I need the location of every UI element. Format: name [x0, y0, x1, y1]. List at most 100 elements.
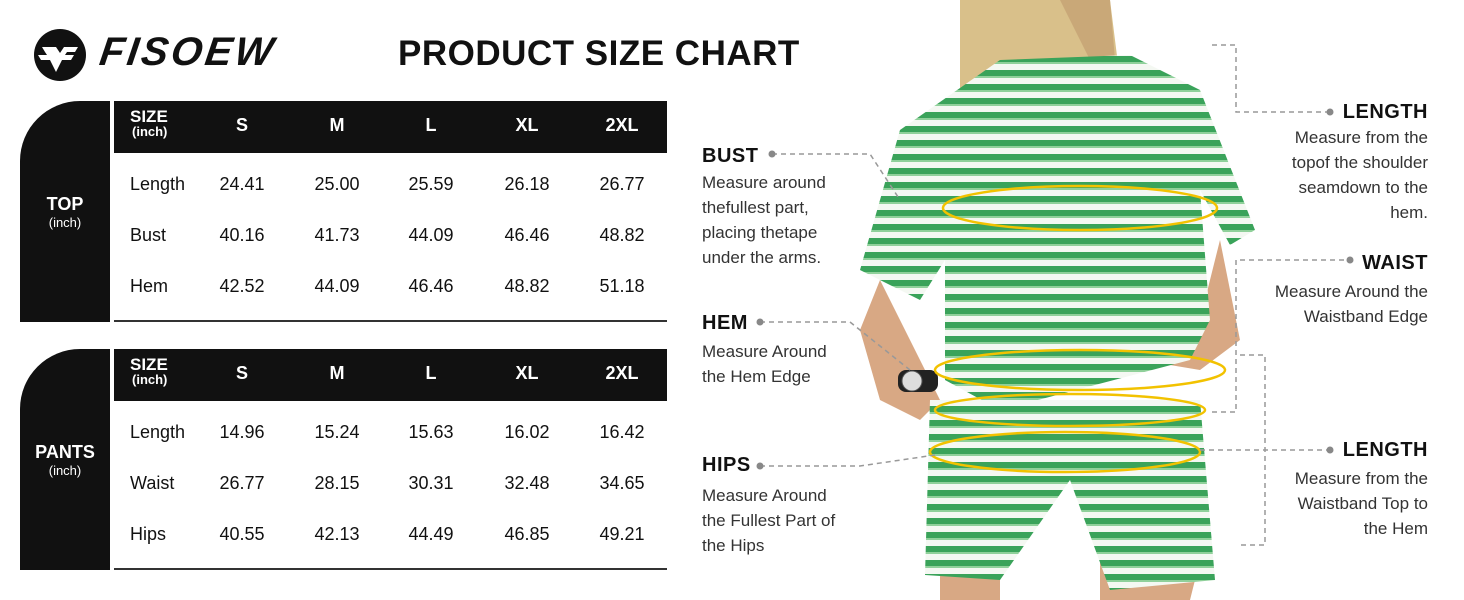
waist-measure-line — [933, 392, 1207, 428]
table-cell: 26.18 — [504, 174, 550, 194]
table-bottom-rule — [114, 320, 667, 322]
brand-logo-icon — [34, 29, 86, 81]
text-line: the Hem Edge — [702, 367, 811, 386]
hips-measure-line — [928, 430, 1202, 474]
hem-measure-line — [933, 348, 1227, 392]
row-label: Hips — [130, 524, 167, 544]
table-header: SIZE (inch) S M L XL 2XL — [114, 101, 667, 153]
page-title: PRODUCT SIZE CHART — [398, 34, 800, 73]
size-label: SIZE — [130, 355, 168, 374]
size-column-header: M — [329, 115, 345, 135]
table-cell: 16.42 — [599, 422, 645, 442]
text-line: placing thetape — [702, 223, 818, 242]
row-label: Hem — [130, 276, 169, 296]
text-line: Measure around — [702, 173, 826, 192]
table-cell: 46.46 — [408, 276, 454, 296]
table-cell: 44.09 — [314, 276, 360, 296]
row-label: Length — [130, 422, 186, 442]
table-cell: 15.63 — [408, 422, 454, 442]
pants-length-label: LENGTH — [1342, 439, 1428, 461]
top-length-description: Measure from the topof the shoulder seam… — [1292, 125, 1428, 225]
section-unit: (inch) — [48, 462, 82, 478]
size-column-header: 2XL — [605, 115, 639, 135]
table-cell: 46.85 — [504, 524, 550, 544]
size-column-header: 2XL — [605, 363, 639, 383]
text-line: the Fullest Part of — [702, 511, 836, 530]
table-row: Bust 40.16 41.73 44.09 46.46 48.82 — [114, 225, 667, 255]
table-row: Waist 26.77 28.15 30.31 32.48 34.65 — [114, 473, 667, 503]
table-cell: 28.15 — [314, 473, 360, 493]
hem-description: Measure Around the Hem Edge — [702, 339, 827, 389]
hem-label: HEM — [702, 312, 748, 334]
table-cell: 24.41 — [219, 174, 265, 194]
bust-label: BUST — [702, 145, 759, 167]
section-unit: (inch) — [48, 214, 82, 230]
size-column-header: S — [235, 115, 249, 135]
text-line: Measure Around — [702, 486, 827, 505]
hips-description: Measure Around the Fullest Part of the H… — [702, 483, 835, 558]
top-length-label: LENGTH — [1342, 101, 1428, 123]
text-line: Measure Around the — [1274, 282, 1428, 301]
bust-measure-line — [941, 184, 1219, 232]
table-row: Length 14.96 15.24 15.63 16.02 16.42 — [114, 422, 667, 452]
size-header: SIZE (inch) — [130, 107, 168, 139]
table-cell: 32.48 — [504, 473, 550, 493]
text-line: thefullest part, — [702, 198, 809, 217]
left-arm — [860, 280, 940, 420]
table-cell: 14.96 — [219, 422, 265, 442]
text-line: hem. — [1390, 203, 1428, 222]
table-bottom-rule — [114, 568, 667, 570]
size-column-header: XL — [515, 363, 539, 383]
size-column-header: S — [235, 363, 249, 383]
pants-length-description: Measure from the Waistband Top to the He… — [1295, 466, 1428, 541]
waist-description: Measure Around the Waistband Edge — [1275, 279, 1428, 329]
text-line: under the arms. — [702, 248, 822, 267]
table-cell: 42.52 — [219, 276, 265, 296]
row-label: Length — [130, 174, 186, 194]
table-cell: 30.31 — [408, 473, 454, 493]
striped-shorts — [925, 400, 1215, 590]
text-line: topof the shoulder — [1291, 153, 1428, 172]
size-label: SIZE — [130, 107, 168, 126]
text-line: the Hips — [702, 536, 765, 555]
table-cell: 15.24 — [314, 422, 360, 442]
table-cell: 34.65 — [599, 473, 645, 493]
table-row: Hips 40.55 42.13 44.49 46.85 49.21 — [114, 524, 667, 554]
table-cell: 26.77 — [599, 174, 645, 194]
text-line: Measure from the — [1294, 469, 1428, 488]
size-column-header: L — [425, 115, 437, 135]
size-unit: (inch) — [132, 124, 168, 139]
row-label: Waist — [130, 473, 175, 493]
section-label-pants: PANTS (inch) — [20, 349, 110, 570]
section-name: PANTS — [35, 441, 95, 462]
size-column-header: M — [329, 363, 345, 383]
text-line: Measure Around — [702, 342, 827, 361]
section-name: TOP — [46, 193, 84, 214]
text-line: Waistband Top to — [1297, 494, 1428, 513]
table-cell: 25.00 — [314, 174, 360, 194]
size-column-header: XL — [515, 115, 539, 135]
striped-top — [860, 55, 1255, 410]
table-row: Length 24.41 25.00 25.59 26.18 26.77 — [114, 174, 667, 204]
table-cell: 42.13 — [314, 524, 360, 544]
table-cell: 48.82 — [599, 225, 645, 245]
table-cell: 26.77 — [219, 473, 265, 493]
text-line: seamdown to the — [1298, 178, 1428, 197]
bust-description: Measure around thefullest part, placing … — [702, 170, 826, 270]
table-cell: 51.18 — [599, 276, 645, 296]
size-column-header: L — [425, 363, 437, 383]
text-line: Measure from the — [1294, 128, 1428, 147]
table-row: Hem 42.52 44.09 46.46 48.82 51.18 — [114, 276, 667, 306]
table-cell: 48.82 — [504, 276, 550, 296]
table-cell: 41.73 — [314, 225, 360, 245]
table-cell: 44.49 — [408, 524, 454, 544]
size-unit: (inch) — [132, 372, 168, 387]
table-cell: 40.16 — [219, 225, 265, 245]
text-line: the Hem — [1363, 519, 1428, 538]
text-line: Waistband Edge — [1303, 307, 1428, 326]
table-cell: 25.59 — [408, 174, 454, 194]
size-header: SIZE (inch) — [130, 355, 168, 387]
table-cell: 40.55 — [219, 524, 265, 544]
table-cell: 44.09 — [408, 225, 454, 245]
